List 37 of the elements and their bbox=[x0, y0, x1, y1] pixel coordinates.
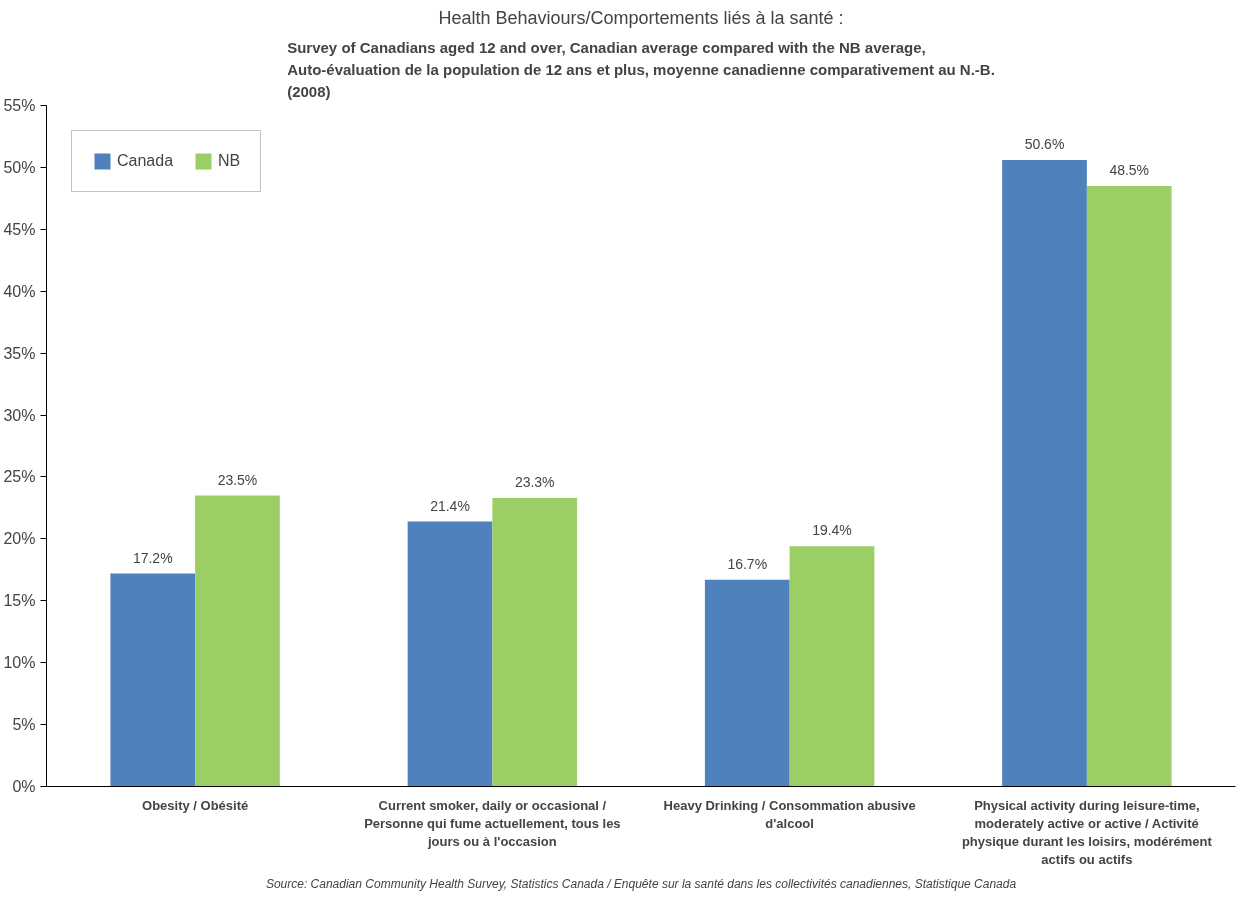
bar bbox=[1002, 159, 1087, 787]
bar bbox=[492, 498, 578, 787]
x-tick-label: Obesity / Obésité bbox=[142, 797, 249, 813]
x-tick-label: Physical activity during leisure-time, moderately active or active / Activité physique durant les loisirs, modérément actifs ou actifs bbox=[961, 797, 1213, 867]
data-label: 50.6% bbox=[1024, 135, 1065, 152]
y-tick-label: 45% bbox=[3, 220, 36, 238]
data-label: 17.2% bbox=[132, 549, 173, 566]
y-tick-label: 0% bbox=[12, 778, 36, 795]
legend-label: Canada bbox=[117, 152, 174, 170]
y-tick-label: 40% bbox=[3, 282, 36, 300]
legend-label: NB bbox=[218, 152, 241, 170]
source-note: Source: Canadian Community Health Survey, Statistics Canada / Enquête sur la santé dans les collectivités canadiennes, Statistique Canada bbox=[265, 876, 1017, 891]
data-label: 23.3% bbox=[514, 474, 555, 490]
bar bbox=[407, 521, 493, 787]
data-label: 19.4% bbox=[812, 522, 852, 539]
bar bbox=[110, 573, 196, 787]
data-label: 21.4% bbox=[430, 497, 470, 514]
bar bbox=[1086, 185, 1172, 787]
y-tick-label: 25% bbox=[3, 468, 36, 486]
data-label: 48.5% bbox=[1109, 161, 1150, 178]
x-tick-label: Heavy Drinking / Consommation abusive d'alcool bbox=[663, 797, 916, 831]
data-label: 23.5% bbox=[217, 471, 258, 488]
chart-subtitle: Survey of Canadians aged 12 and over, Canadian average compared with the NB average, Auto-évaluation de la population de 12 ans et plus, moyenne canadienne comparativement au N.-B. (2008) bbox=[287, 39, 995, 101]
y-tick-label: 55% bbox=[3, 97, 36, 114]
y-tick-label: 35% bbox=[3, 344, 36, 362]
bar bbox=[789, 546, 875, 787]
bar bbox=[704, 579, 790, 787]
y-tick-label: 30% bbox=[3, 406, 36, 424]
chart-title: Health Behaviours/Comportements liés à la santé : bbox=[438, 7, 844, 28]
y-tick-label: 50% bbox=[3, 158, 36, 176]
data-label: 16.7% bbox=[727, 555, 768, 572]
bar bbox=[195, 495, 280, 787]
y-tick-label: 20% bbox=[3, 530, 36, 548]
x-tick-label: Current smoker, daily or occasional / Personne qui fume actuellement, tous les jours ou à l'occasion bbox=[364, 797, 621, 849]
y-tick-label: 5% bbox=[12, 716, 36, 734]
y-tick-label: 10% bbox=[3, 654, 36, 672]
y-tick-label: 15% bbox=[3, 592, 36, 610]
